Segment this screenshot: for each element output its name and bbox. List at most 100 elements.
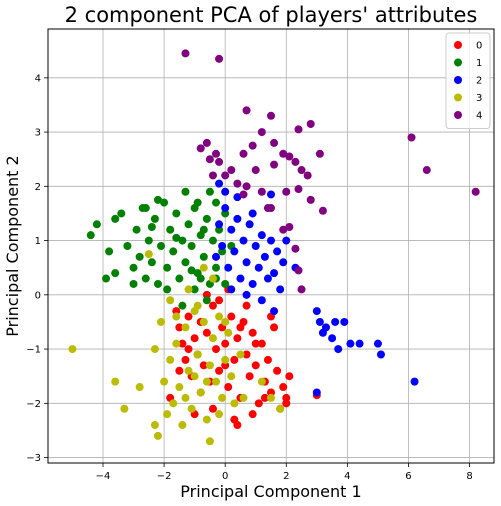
series-0 — [166, 285, 321, 430]
scatter-point — [251, 339, 260, 348]
scatter-point — [205, 187, 214, 196]
scatter-point — [221, 279, 230, 288]
legend-box — [445, 32, 491, 129]
scatter-point — [212, 263, 221, 272]
scatter-point — [199, 252, 208, 261]
scatter-point — [270, 160, 279, 169]
scatter-point — [233, 421, 242, 430]
scatter-point — [294, 125, 303, 134]
scatter-point — [212, 345, 221, 354]
scatter-point — [218, 393, 227, 402]
scatter-point — [193, 301, 202, 310]
series-4 — [181, 49, 480, 294]
scatter-point — [245, 220, 254, 229]
scatter-point — [129, 263, 138, 272]
scatter-point — [147, 258, 156, 267]
scatter-point — [144, 250, 153, 259]
x-tick-label: 2 — [283, 471, 289, 482]
scatter-point — [422, 166, 431, 175]
scatter-point — [230, 247, 239, 256]
scatter-point — [215, 157, 224, 166]
scatter-point — [166, 225, 175, 234]
scatter-point — [239, 149, 248, 158]
scatter-point — [199, 225, 208, 234]
scatter-point — [267, 111, 275, 120]
scatter-point — [123, 242, 132, 250]
scatter-point — [242, 258, 251, 267]
y-tick-label: 0 — [35, 290, 41, 301]
scatter-point — [245, 372, 254, 381]
scatter-point — [471, 187, 480, 196]
scatter-point — [166, 355, 175, 364]
scatter-point — [257, 296, 266, 305]
scatter-point — [163, 263, 172, 272]
scatter-point — [276, 285, 285, 294]
scatter-point — [260, 252, 269, 261]
scatter-point — [263, 355, 272, 364]
scatter-point — [215, 366, 224, 375]
scatter-point — [141, 274, 150, 283]
scatter-point — [205, 155, 214, 164]
scatter-point — [187, 266, 196, 275]
scatter-point — [273, 366, 282, 375]
scatter-point — [212, 198, 221, 207]
scatter-point — [221, 339, 230, 348]
scatter-point — [254, 263, 263, 272]
scatter-point — [279, 258, 288, 267]
scatter-point — [312, 388, 321, 397]
scatter-point — [178, 339, 187, 348]
scatter-point — [291, 244, 300, 253]
scatter-point — [212, 377, 221, 386]
scatter-point — [215, 312, 224, 321]
scatter-point — [212, 149, 221, 158]
scatter-point — [340, 317, 349, 326]
scatter-point — [160, 198, 169, 207]
scatter-point — [407, 133, 416, 142]
scatter-point — [181, 393, 190, 402]
scatter-point — [178, 421, 187, 430]
x-axis-label: Principal Component 1 — [180, 482, 361, 501]
scatter-point — [233, 214, 242, 223]
scatter-point — [166, 296, 175, 305]
scatter-point — [157, 317, 166, 326]
scatter-point — [184, 285, 193, 294]
scatter-point — [215, 54, 224, 63]
scatter-point — [190, 372, 199, 381]
scatter-point — [169, 247, 178, 256]
scatter-point — [190, 334, 199, 343]
x-tick-label: 8 — [466, 471, 472, 482]
scatter-point — [236, 323, 245, 332]
chart-title: 2 component PCA of players' attributes — [65, 3, 478, 27]
scatter-point — [181, 258, 190, 267]
scatter-point — [242, 301, 251, 310]
scatter-point — [239, 190, 248, 199]
scatter-point — [172, 233, 181, 242]
scatter-point — [111, 214, 120, 223]
scatter-point — [199, 317, 208, 326]
legend-marker — [454, 41, 462, 49]
scatter-point — [282, 399, 291, 408]
scatter-point — [257, 128, 266, 137]
scatter-point — [227, 285, 236, 294]
scatter-point — [215, 410, 224, 419]
grid-lines — [48, 29, 494, 463]
scatter-point — [257, 377, 266, 386]
data-points — [68, 49, 480, 446]
scatter-point — [218, 242, 227, 250]
scatter-point — [251, 361, 260, 370]
scatter-point — [306, 119, 315, 128]
x-tick-label: 0 — [222, 471, 228, 482]
scatter-point — [221, 171, 230, 180]
scatter-point — [410, 377, 419, 386]
legend-marker — [454, 111, 462, 119]
scatter-point — [212, 252, 221, 261]
legend-label: 0 — [476, 41, 482, 52]
scatter-point — [227, 372, 236, 381]
scatter-point — [92, 220, 101, 229]
scatter-point — [318, 206, 327, 215]
scatter-point — [111, 269, 120, 278]
scatter-point — [233, 179, 242, 188]
scatter-point — [181, 187, 190, 196]
x-tick-label: −2 — [157, 471, 172, 482]
scatter-point — [227, 225, 236, 234]
